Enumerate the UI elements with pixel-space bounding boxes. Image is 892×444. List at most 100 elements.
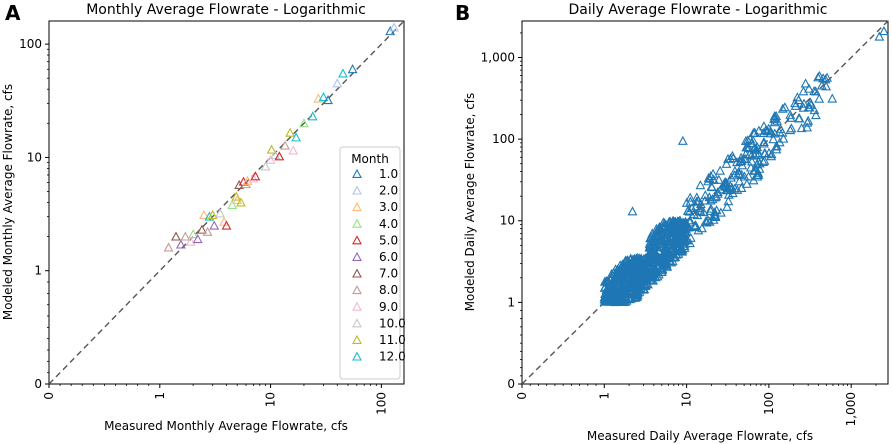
- data-point: [609, 272, 620, 282]
- legend-entry-label: 2.0: [379, 184, 398, 198]
- data-point: [192, 233, 203, 244]
- data-point: [684, 206, 695, 216]
- data-point: [196, 224, 207, 234]
- data-point: [722, 201, 733, 211]
- data-point: [810, 86, 821, 96]
- data-point: [619, 279, 630, 289]
- y-tick-label: 100: [492, 132, 515, 146]
- data-point: [631, 253, 642, 264]
- legend-marker: [352, 168, 362, 178]
- data-point: [771, 144, 782, 154]
- data-point: [709, 207, 720, 217]
- data-point: [814, 93, 825, 103]
- panel-a-reference-line: [48, 20, 405, 385]
- data-point: [800, 78, 811, 88]
- data-point: [766, 149, 777, 159]
- data-point: [644, 239, 655, 249]
- legend-entry-label: 6.0: [379, 250, 398, 264]
- data-point: [601, 284, 612, 294]
- panel-b-title: Daily Average Flowrate - Logarithmic: [569, 2, 828, 18]
- data-point: [713, 174, 724, 184]
- data-point: [705, 205, 716, 215]
- data-point: [307, 111, 318, 121]
- data-point: [810, 110, 821, 120]
- data-point: [798, 86, 809, 96]
- data-point: [650, 266, 661, 276]
- panel-b-y-axis-label: Modeled Daily Average Flowrate, cfs: [463, 93, 477, 312]
- data-point: [248, 173, 259, 183]
- data-point: [658, 232, 669, 242]
- legend-entry-label: 9.0: [379, 300, 398, 314]
- y-tick-label: 10: [500, 214, 515, 228]
- data-point: [685, 215, 695, 225]
- data-point: [227, 199, 238, 209]
- x-tick-label: 100: [374, 392, 388, 415]
- data-point: [691, 196, 702, 206]
- panel-b-reference-line: [521, 20, 889, 385]
- data-point: [759, 121, 769, 131]
- data-point: [683, 222, 694, 232]
- legend-marker: [352, 185, 362, 195]
- legend-marker: [352, 235, 362, 245]
- data-point: [743, 142, 754, 153]
- data-point: [602, 277, 613, 287]
- data-point: [734, 176, 745, 186]
- data-point: [704, 192, 715, 202]
- x-tick-label: 10: [264, 392, 278, 407]
- panel-b-points: [599, 26, 889, 307]
- one-to-one-line: [521, 20, 889, 385]
- data-point: [754, 125, 764, 135]
- data-point: [697, 223, 707, 233]
- data-point: [634, 286, 645, 296]
- legend-marker: [352, 268, 362, 278]
- data-point: [753, 167, 764, 177]
- data-point: [215, 208, 225, 218]
- data-point: [629, 263, 640, 273]
- x-tick-label: 100: [762, 392, 776, 415]
- data-point: [706, 181, 717, 191]
- data-point: [683, 205, 693, 216]
- data-point-outlier: [874, 31, 885, 41]
- data-point: [645, 247, 655, 257]
- data-point: [772, 115, 782, 125]
- data-point: [803, 102, 814, 112]
- data-point: [266, 144, 277, 154]
- legend-marker: [352, 218, 362, 228]
- data-point: [204, 211, 215, 221]
- data-point: [338, 68, 348, 78]
- data-point: [707, 194, 718, 204]
- data-point: [285, 127, 296, 137]
- data-point: [648, 234, 659, 244]
- data-point: [185, 236, 196, 246]
- data-point: [790, 100, 801, 110]
- data-point: [796, 123, 807, 133]
- data-point: [813, 72, 823, 82]
- data-point: [727, 188, 738, 198]
- data-point: [712, 186, 723, 197]
- data-point: [737, 160, 748, 170]
- data-point: [163, 242, 174, 252]
- data-point: [180, 231, 191, 241]
- legend-entry-label: 4.0: [379, 217, 398, 231]
- data-point-outlier: [627, 206, 638, 216]
- y-tick-label: 0: [34, 377, 42, 391]
- legend-marker: [352, 351, 362, 361]
- data-point: [675, 222, 686, 232]
- data-point: [672, 233, 683, 243]
- data-point: [617, 275, 627, 285]
- data-point: [802, 122, 813, 132]
- data-point: [654, 222, 665, 232]
- data-point: [725, 180, 736, 190]
- data-point: [323, 95, 333, 105]
- data-point: [748, 175, 759, 185]
- data-point: [695, 180, 706, 190]
- data-point: [389, 22, 399, 32]
- data-point: [728, 153, 739, 163]
- data-point-outlier: [879, 26, 889, 36]
- data-point: [651, 250, 662, 260]
- legend-entry-label: 8.0: [379, 283, 398, 297]
- data-point: [736, 155, 747, 166]
- data-point: [758, 138, 769, 148]
- data-point: [221, 220, 232, 230]
- data-point: [820, 74, 831, 84]
